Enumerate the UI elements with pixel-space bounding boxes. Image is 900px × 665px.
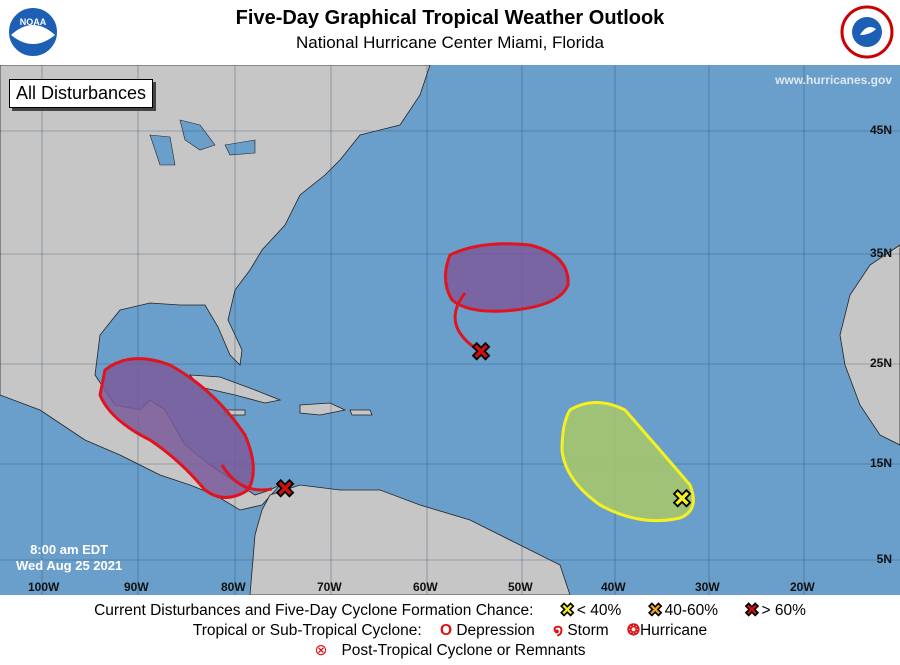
timestamp: 8:00 am EDT Wed Aug 25 2021 xyxy=(16,542,122,574)
lat-label: 35N xyxy=(869,246,892,260)
depression-icon: O xyxy=(439,621,453,639)
lat-label: 15N xyxy=(869,456,892,470)
post-tropical-icon: ⊗ xyxy=(314,642,328,659)
disturbance-x-icon[interactable]: ✖ xyxy=(671,486,692,514)
view-label: All Disturbances xyxy=(9,79,154,108)
x-high-icon: ✖ xyxy=(744,600,760,621)
lon-label: 30W xyxy=(695,580,720,594)
issue-date: Wed Aug 25 2021 xyxy=(16,558,123,573)
track-arrow xyxy=(220,464,273,492)
lat-label: 45N xyxy=(869,123,892,137)
lon-label: 70W xyxy=(317,580,342,594)
lon-label: 20W xyxy=(790,580,815,594)
legend-formation-label: Current Disturbances and Five-Day Cyclon… xyxy=(94,601,534,619)
legend-cyclone-label: Tropical or Sub-Tropical Cyclone: xyxy=(192,621,422,639)
storm-icon: ໑ xyxy=(553,622,564,639)
disturbance-x-icon[interactable]: ✖ xyxy=(470,339,491,367)
noaa-logo-icon: NOAA xyxy=(7,6,59,58)
lat-label: 25N xyxy=(869,356,892,370)
page-subtitle: National Hurricane Center Miami, Florida xyxy=(295,33,604,52)
hurricane-icon: ❂ xyxy=(626,622,640,639)
lon-label: 60W xyxy=(413,580,438,594)
header: NOAA Five-Day Graphical Tropical Weather… xyxy=(0,0,900,65)
formation-area[interactable] xyxy=(560,401,695,523)
x-medium-icon: ✖ xyxy=(647,600,663,621)
legend-row-formation: Current Disturbances and Five-Day Cyclon… xyxy=(0,600,900,621)
legend-storm: Storm xyxy=(567,621,609,639)
legend-low: < 40% xyxy=(576,601,622,619)
legend-post-tropical: Post-Tropical Cyclone or Remnants xyxy=(341,641,586,659)
website-link[interactable]: www.hurricanes.gov xyxy=(775,73,892,87)
legend-row-cyclone: Tropical or Sub-Tropical Cyclone: O Depr… xyxy=(0,621,900,640)
legend-hurricane: Hurricane xyxy=(639,621,708,639)
lon-label: 80W xyxy=(221,580,246,594)
nws-logo-icon xyxy=(840,5,894,59)
lon-label: 50W xyxy=(508,580,533,594)
lon-label: 90W xyxy=(124,580,149,594)
formation-area[interactable] xyxy=(444,242,570,313)
formation-area[interactable] xyxy=(98,357,255,499)
legend-row-post: ⊗ Post-Tropical Cyclone or Remnants xyxy=(0,641,900,660)
lat-label: 5N xyxy=(876,552,892,566)
legend-high: > 60% xyxy=(761,601,806,619)
svg-text:NOAA: NOAA xyxy=(20,17,47,27)
legend-depression: Depression xyxy=(456,621,535,639)
lon-label: 100W xyxy=(28,580,60,594)
outlook-map: ✖ ✖ ✖ xyxy=(0,65,900,595)
track-arrow xyxy=(453,292,479,352)
lon-label: 40W xyxy=(601,580,626,594)
legend-medium: 40-60% xyxy=(664,601,719,619)
page-title: Five-Day Graphical Tropical Weather Outl… xyxy=(235,7,665,29)
issue-time: 8:00 am EDT xyxy=(30,542,109,557)
x-low-icon: ✖ xyxy=(559,600,575,621)
disturbance-x-icon[interactable]: ✖ xyxy=(274,476,295,504)
